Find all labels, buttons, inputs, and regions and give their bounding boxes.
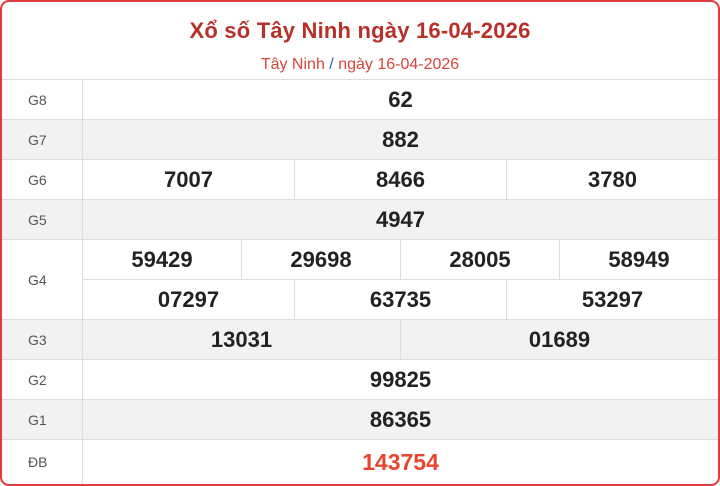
prize-line: 59429 29698 28005 58949 (83, 240, 718, 279)
prize-number: 8466 (294, 160, 506, 199)
prize-row-g8: G8 62 (2, 80, 718, 120)
breadcrumb-separator: / (329, 56, 334, 73)
prize-label: G2 (2, 360, 83, 399)
prize-label: ĐB (2, 440, 83, 484)
prize-row-g1: G1 86365 (2, 400, 718, 440)
prize-row-đb: ĐB 143754 (2, 440, 718, 484)
prize-number: 7007 (164, 166, 213, 192)
prize-values: 59429 29698 28005 58949 07297 63735 53297 (83, 240, 718, 319)
prize-row-g2: G2 99825 (2, 360, 718, 400)
prize-number: 4947 (376, 206, 425, 232)
prize-row-g3: G3 13031 01689 (2, 320, 718, 360)
prize-label: G4 (2, 240, 83, 319)
prize-values: 62 (83, 80, 718, 119)
prize-label: G8 (2, 80, 83, 119)
prize-line: 13031 01689 (83, 320, 718, 359)
prize-row-g7: G7 882 (2, 120, 718, 160)
prize-number: 53297 (506, 280, 718, 319)
prize-row-g6: G6 7007 8466 3780 (2, 160, 718, 200)
special-prize-number: 143754 (362, 448, 439, 475)
prize-number: 29698 (241, 240, 400, 279)
prize-label: G5 (2, 200, 83, 239)
prize-label: G1 (2, 400, 83, 439)
prize-values: 143754 (83, 440, 718, 484)
prize-number: 3780 (506, 160, 718, 199)
breadcrumb: Tây Ninh / ngày 16-04-2026 (2, 56, 718, 74)
prize-line: 99825 (83, 360, 718, 399)
prize-values: 882 (83, 120, 718, 159)
prize-label: G7 (2, 120, 83, 159)
prize-line: 143754 (83, 440, 718, 484)
prize-number: 58949 (559, 240, 718, 279)
breadcrumb-province-link[interactable]: Tây Ninh (260, 56, 325, 73)
prize-values: 13031 01689 (83, 320, 718, 359)
prize-number: 86365 (369, 406, 432, 432)
prize-line: 882 (83, 120, 718, 159)
prize-line: 07297 63735 53297 (83, 279, 718, 319)
prize-number: 13031 (210, 326, 273, 352)
page-title: Xổ số Tây Ninh ngày 16-04-2026 (189, 18, 531, 43)
prize-line: 7007 8466 3780 (83, 160, 718, 199)
results-table: G8 62 G7 882 G6 7007 8466 3780 G5 4947 G4 59429 2969… (2, 80, 718, 484)
prize-row-g5: G5 4947 (2, 200, 718, 240)
prize-number: 28005 (400, 240, 559, 279)
breadcrumb-date: ngày 16-04-2026 (338, 56, 460, 73)
prize-values: 99825 (83, 360, 718, 399)
prize-row-g4: G4 59429 29698 28005 58949 07297 63735 53297 (2, 240, 718, 320)
prize-number: 01689 (400, 320, 718, 359)
prize-number: 63735 (294, 280, 506, 319)
prize-line: 62 (83, 80, 718, 119)
prize-number: 62 (388, 86, 413, 112)
prize-label: G3 (2, 320, 83, 359)
prize-number: 99825 (369, 366, 432, 392)
prize-line: 86365 (83, 400, 718, 439)
prize-line: 4947 (83, 200, 718, 239)
prize-number: 59429 (131, 246, 193, 272)
prize-number: 882 (382, 126, 419, 152)
prize-number: 07297 (157, 286, 220, 312)
prize-values: 7007 8466 3780 (83, 160, 718, 199)
results-header: Xổ số Tây Ninh ngày 16-04-2026 Tây Ninh … (2, 2, 718, 80)
prize-values: 86365 (83, 400, 718, 439)
prize-values: 4947 (83, 200, 718, 239)
prize-label: G6 (2, 160, 83, 199)
